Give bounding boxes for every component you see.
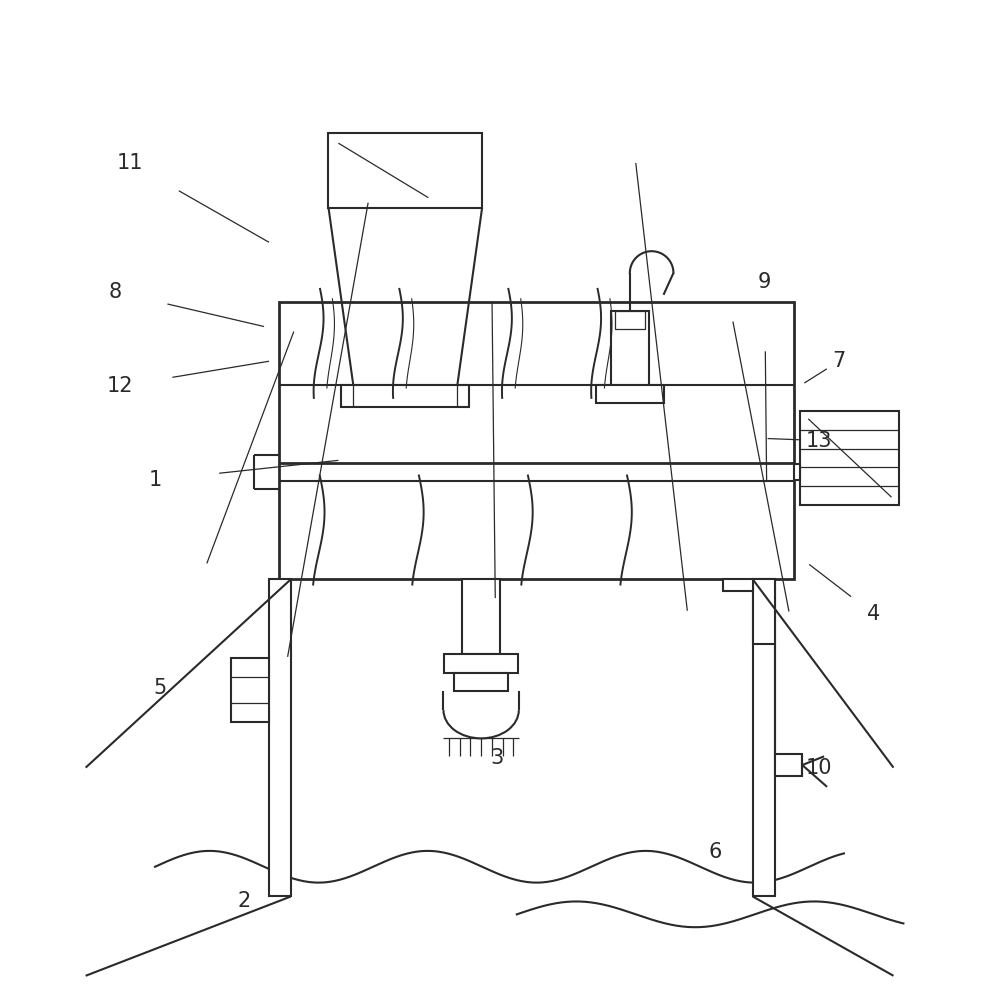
Text: 5: 5 [153, 678, 167, 698]
Bar [774, 754, 802, 776]
Bar [723, 579, 752, 591]
Text: 4: 4 [867, 604, 881, 624]
Bar [614, 311, 645, 329]
Bar [279, 302, 794, 579]
Bar [269, 579, 291, 896]
Text: 9: 9 [758, 272, 771, 292]
Text: 1: 1 [148, 470, 162, 490]
Bar [794, 464, 800, 480]
Bar [341, 385, 469, 407]
Bar [444, 654, 518, 673]
Text: 13: 13 [806, 431, 832, 451]
Text: 10: 10 [806, 758, 832, 778]
Text: 2: 2 [238, 891, 250, 911]
Bar [752, 579, 774, 644]
Bar [454, 673, 508, 691]
Bar [800, 411, 900, 505]
Bar [752, 579, 774, 896]
Text: 8: 8 [108, 282, 122, 302]
Text: 11: 11 [117, 153, 143, 173]
Bar [462, 579, 500, 654]
Bar [596, 385, 664, 403]
Text: 6: 6 [709, 842, 722, 862]
Text: 12: 12 [107, 376, 133, 396]
Text: 3: 3 [490, 748, 504, 768]
Text: 7: 7 [832, 351, 846, 371]
Bar [611, 311, 649, 385]
Bar [328, 133, 482, 208]
Bar [232, 658, 269, 722]
